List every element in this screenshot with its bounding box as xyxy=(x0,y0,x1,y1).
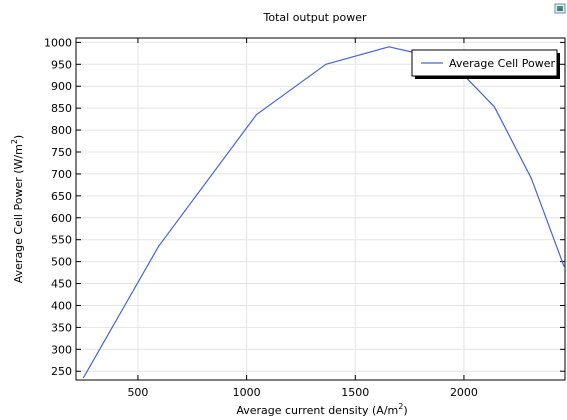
y-tick-label: 950 xyxy=(51,58,72,71)
data-point xyxy=(255,114,257,116)
y-tick-label: 700 xyxy=(51,168,72,181)
chart-title: Total output power xyxy=(263,11,367,24)
y-axis-label: Average Cell Power (W/m2) xyxy=(10,135,25,283)
x-tick-label: 1500 xyxy=(341,386,369,399)
legend: Average Cell Power xyxy=(411,49,560,79)
data-point xyxy=(530,177,532,179)
y-tick-label: 300 xyxy=(51,343,72,356)
y-tick-label: 250 xyxy=(51,365,72,378)
legend-label: Average Cell Power xyxy=(449,57,555,70)
x-tick-labels: 500 1000 1500 2000 xyxy=(127,386,478,399)
y-tick-label: 400 xyxy=(51,299,72,312)
x-axis-label-end: ) xyxy=(403,404,407,417)
plot-area xyxy=(75,37,566,381)
y-tick-label: 650 xyxy=(51,190,72,203)
y-tick-label: 750 xyxy=(51,146,72,159)
x-tick-label: 1000 xyxy=(233,386,261,399)
y-tick-label: 350 xyxy=(51,321,72,334)
data-point xyxy=(493,106,495,108)
data-point xyxy=(388,46,390,48)
y-tick-label: 1000 xyxy=(44,36,72,49)
y-tick-label: 800 xyxy=(51,124,72,137)
x-axis-label: Average current density (A/m2) xyxy=(236,402,407,417)
data-point xyxy=(83,376,85,378)
series-line-average-cell-power xyxy=(83,46,565,378)
y-tick-label: 600 xyxy=(51,212,72,225)
y-axis-label-end: ) xyxy=(12,135,25,139)
x-tick-label: 2000 xyxy=(450,386,478,399)
data-point xyxy=(325,63,327,65)
y-tick-label: 500 xyxy=(51,256,72,269)
x-axis-label-sup: 2 xyxy=(398,402,403,411)
image-icon[interactable] xyxy=(554,3,566,14)
y-axis-label-sup: 2 xyxy=(10,139,19,144)
y-tick-label: 550 xyxy=(51,234,72,247)
y-tick-labels: 250 300 350 400 450 500 550 600 650 700 750 800 850 9… xyxy=(44,36,72,378)
y-tick-label: 900 xyxy=(51,80,72,93)
data-point xyxy=(563,265,565,267)
y-axis-label-main: Average Cell Power (W/m xyxy=(12,144,25,283)
x-axis-label-main: Average current density (A/m xyxy=(236,404,398,417)
series-layer xyxy=(83,46,565,378)
y-tick-label: 850 xyxy=(51,102,72,115)
data-point xyxy=(158,245,160,247)
x-tick-label: 500 xyxy=(127,386,148,399)
axis-ticks xyxy=(76,38,565,380)
grid-lines xyxy=(76,38,565,380)
y-tick-label: 450 xyxy=(51,278,72,291)
